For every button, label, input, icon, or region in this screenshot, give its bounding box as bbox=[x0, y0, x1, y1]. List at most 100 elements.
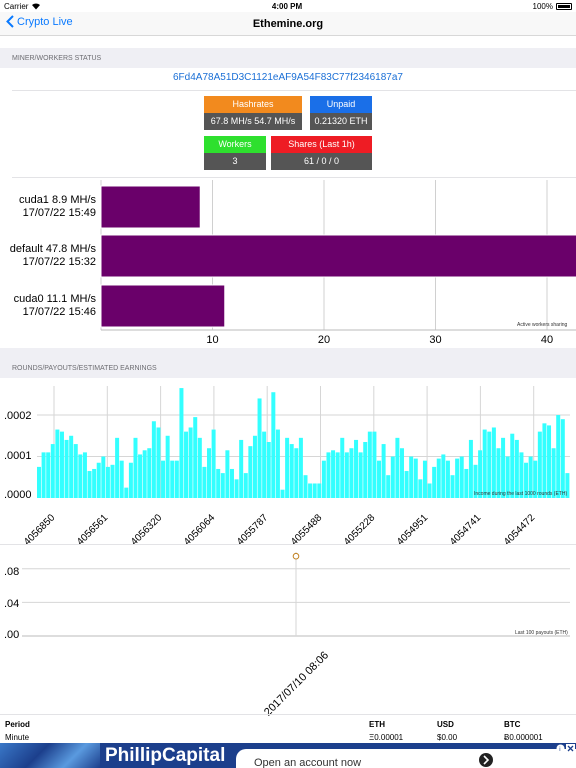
round-bar bbox=[59, 431, 64, 498]
unpaid-value: 0.21320 ETH bbox=[310, 113, 372, 130]
round-bar bbox=[248, 446, 253, 498]
worker-date-line: 17/07/22 15:46 bbox=[22, 306, 96, 318]
round-bar bbox=[37, 466, 41, 498]
round-bar bbox=[289, 444, 294, 498]
rounds-section-title: ROUNDS/PAYOUTS/ESTIMATED EARNINGS bbox=[12, 365, 157, 372]
round-bar bbox=[128, 462, 133, 498]
round-bar bbox=[459, 456, 464, 498]
round-bar bbox=[64, 439, 69, 498]
ad-brand: PhillipCapital bbox=[105, 745, 226, 766]
round-bar bbox=[386, 475, 391, 498]
rounds-x-tick-label: 4056561 bbox=[75, 512, 111, 548]
round-bar bbox=[432, 466, 437, 498]
divider bbox=[12, 90, 576, 91]
round-bar bbox=[556, 415, 561, 498]
miner-section-header: MINER/WORKERS STATUS bbox=[0, 48, 576, 68]
ad-banner[interactable]: PhillipCapital Open an account now i bbox=[0, 743, 576, 768]
round-bar bbox=[363, 442, 368, 498]
round-bar bbox=[234, 479, 239, 498]
arrow-right-icon bbox=[479, 753, 493, 767]
round-bar bbox=[372, 431, 377, 498]
round-bar bbox=[170, 460, 175, 498]
round-bar bbox=[487, 431, 492, 498]
round-bar bbox=[358, 452, 363, 498]
ad-info-icon[interactable]: i bbox=[556, 744, 565, 753]
payout-x-label: 2017/07/10 08:06 bbox=[262, 649, 332, 719]
divider bbox=[12, 177, 576, 178]
payouts-y-tick-label: .04 bbox=[4, 598, 20, 610]
hashrates-value: 67.8 MH/s 54.7 MH/s bbox=[204, 113, 302, 130]
ad-cta[interactable]: Open an account now bbox=[236, 749, 576, 768]
round-bar bbox=[524, 462, 529, 498]
ad-close-icon[interactable] bbox=[566, 744, 575, 753]
round-bar bbox=[298, 437, 303, 498]
round-bar bbox=[197, 437, 202, 498]
clock-label: 4:00 PM bbox=[271, 1, 303, 11]
divider bbox=[0, 714, 576, 715]
miner-address[interactable]: 6Fd4A78A51D3C1121eAF9A54F83C77f2346187a7 bbox=[173, 72, 403, 83]
round-bar bbox=[381, 444, 386, 498]
worker-date-line: 17/07/22 15:32 bbox=[22, 256, 96, 268]
usd-header: USD bbox=[437, 720, 454, 729]
round-bar bbox=[133, 437, 138, 498]
round-bar bbox=[464, 468, 469, 498]
round-bar bbox=[87, 471, 92, 498]
round-bar bbox=[41, 452, 46, 498]
rounds-y-tick-label: .0001 bbox=[4, 450, 32, 462]
worker-label-cuda0: cuda0 11.1 MH/s 17/07/22 15:46 bbox=[0, 293, 96, 319]
shares-value: 61 / 0 / 0 bbox=[271, 153, 372, 170]
round-bar bbox=[455, 458, 460, 498]
round-bar bbox=[537, 431, 542, 498]
rounds-y-tick-label: .0000 bbox=[4, 489, 32, 501]
round-bar bbox=[119, 460, 124, 498]
miner-section-title: MINER/WORKERS STATUS bbox=[12, 54, 102, 62]
rounds-section-header: ROUNDS/PAYOUTS/ESTIMATED EARNINGS bbox=[0, 348, 576, 378]
hashrates-stat: Hashrates 67.8 MH/s 54.7 MH/s bbox=[204, 96, 302, 130]
payout-point bbox=[292, 552, 300, 560]
round-bar bbox=[285, 437, 290, 498]
round-bar bbox=[161, 460, 166, 498]
workers-chart: 10 20 30 40 bbox=[100, 180, 576, 346]
earnings-row: Minute Ξ0.00001 $0.00 Ƀ0.000001 bbox=[0, 731, 576, 745]
back-button[interactable]: Crypto Live bbox=[6, 15, 73, 28]
workers-x-tick-label: 40 bbox=[541, 334, 553, 346]
shares-stat: Shares (Last 1h) 61 / 0 / 0 bbox=[271, 136, 372, 170]
round-bar bbox=[473, 464, 478, 498]
round-bar bbox=[174, 460, 179, 498]
round-bar bbox=[367, 431, 372, 498]
back-button-label: Crypto Live bbox=[17, 15, 73, 28]
unpaid-label: Unpaid bbox=[310, 96, 372, 113]
round-bar bbox=[344, 452, 349, 498]
round-bar bbox=[271, 392, 276, 498]
round-bar bbox=[542, 423, 547, 498]
round-bar bbox=[514, 439, 519, 498]
round-bar bbox=[436, 458, 441, 498]
round-bar bbox=[478, 450, 483, 498]
round-bar bbox=[505, 456, 510, 498]
round-bar bbox=[243, 473, 248, 498]
round-bar bbox=[294, 448, 299, 498]
rounds-x-tick-label: 4054951 bbox=[395, 512, 431, 548]
battery-percent: 100% bbox=[532, 1, 553, 11]
usd-cell: $0.00 bbox=[437, 733, 458, 742]
round-bar bbox=[326, 452, 331, 498]
round-bar bbox=[211, 429, 216, 498]
round-bar bbox=[303, 475, 308, 498]
worker-label-cuda1: cuda1 8.9 MH/s 17/07/22 15:49 bbox=[0, 194, 96, 220]
round-bar bbox=[377, 460, 382, 498]
status-right: 100% bbox=[533, 2, 572, 11]
rounds-x-tick-label: 4056850 bbox=[22, 512, 58, 548]
rounds-y-tick-label: .0002 bbox=[4, 410, 32, 422]
shares-label: Shares (Last 1h) bbox=[271, 136, 372, 153]
battery-icon bbox=[556, 2, 572, 10]
worker-bar bbox=[100, 284, 226, 328]
round-bar bbox=[124, 487, 129, 498]
round-bar bbox=[533, 460, 538, 498]
round-bar bbox=[184, 431, 189, 498]
chevron-left-icon bbox=[6, 15, 14, 28]
period-header: Period bbox=[5, 720, 30, 729]
round-bar bbox=[207, 448, 212, 498]
payouts-chart-note: Last 100 payouts (ETH) bbox=[515, 630, 568, 636]
round-bar bbox=[547, 425, 552, 498]
round-bar bbox=[110, 464, 115, 498]
